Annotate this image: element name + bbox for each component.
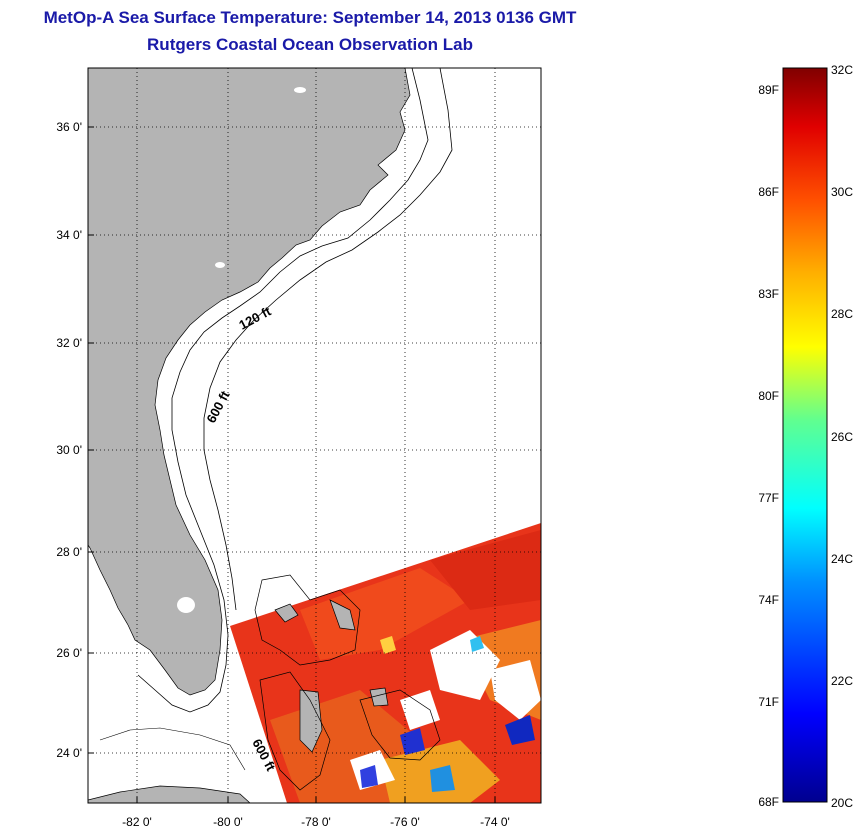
colorbar-f-labels: 89F 86F 83F 80F 77F 74F 71F 68F: [758, 83, 779, 809]
colorbar-c-labels: 32C 30C 28C 26C 24C 22C 20C: [831, 63, 853, 810]
lat-label: 30 0': [56, 443, 82, 457]
map-subtitle: Rutgers Coastal Ocean Observation Lab: [147, 35, 473, 54]
sst-swath: [230, 523, 541, 803]
lon-label: -80 0': [213, 815, 243, 829]
lat-label: 32 0': [56, 336, 82, 350]
cb-c-label: 22C: [831, 674, 853, 688]
cb-c-label: 30C: [831, 185, 853, 199]
cb-c-label: 20C: [831, 796, 853, 810]
cb-f-label: 68F: [758, 795, 779, 809]
cb-c-label: 28C: [831, 307, 853, 321]
cb-f-label: 83F: [758, 287, 779, 301]
cb-f-label: 86F: [758, 185, 779, 199]
lat-label: 24 0': [56, 746, 82, 760]
lon-label: -78 0': [301, 815, 331, 829]
map-title: MetOp-A Sea Surface Temperature: Septemb…: [43, 8, 577, 27]
longitude-labels: -82 0' -80 0' -78 0' -76 0' -74 0': [122, 815, 510, 829]
lat-label: 34 0': [56, 228, 82, 242]
lon-label: -74 0': [480, 815, 510, 829]
cb-f-label: 74F: [758, 593, 779, 607]
cb-f-label: 71F: [758, 695, 779, 709]
lat-label: 36 0': [56, 120, 82, 134]
cb-c-label: 24C: [831, 552, 853, 566]
lon-label: -82 0': [122, 815, 152, 829]
cb-f-label: 89F: [758, 83, 779, 97]
cb-c-label: 26C: [831, 430, 853, 444]
cb-c-label: 32C: [831, 63, 853, 77]
graticule: [88, 68, 541, 803]
land-us-coast: [88, 68, 411, 696]
lat-label: 28 0': [56, 545, 82, 559]
contour-600ft: [203, 68, 453, 611]
cb-f-label: 77F: [758, 491, 779, 505]
colorbar: [782, 67, 828, 803]
map-frame: [87, 67, 542, 804]
lon-label: -76 0': [390, 815, 420, 829]
land-bahamas: [274, 599, 389, 753]
latitude-labels: 36 0' 34 0' 32 0' 30 0' 28 0' 26 0' 24 0…: [56, 120, 82, 760]
land-cuba: [88, 785, 251, 803]
lat-label: 26 0': [56, 646, 82, 660]
contour-120ft: [137, 68, 429, 713]
cb-f-label: 80F: [758, 389, 779, 403]
